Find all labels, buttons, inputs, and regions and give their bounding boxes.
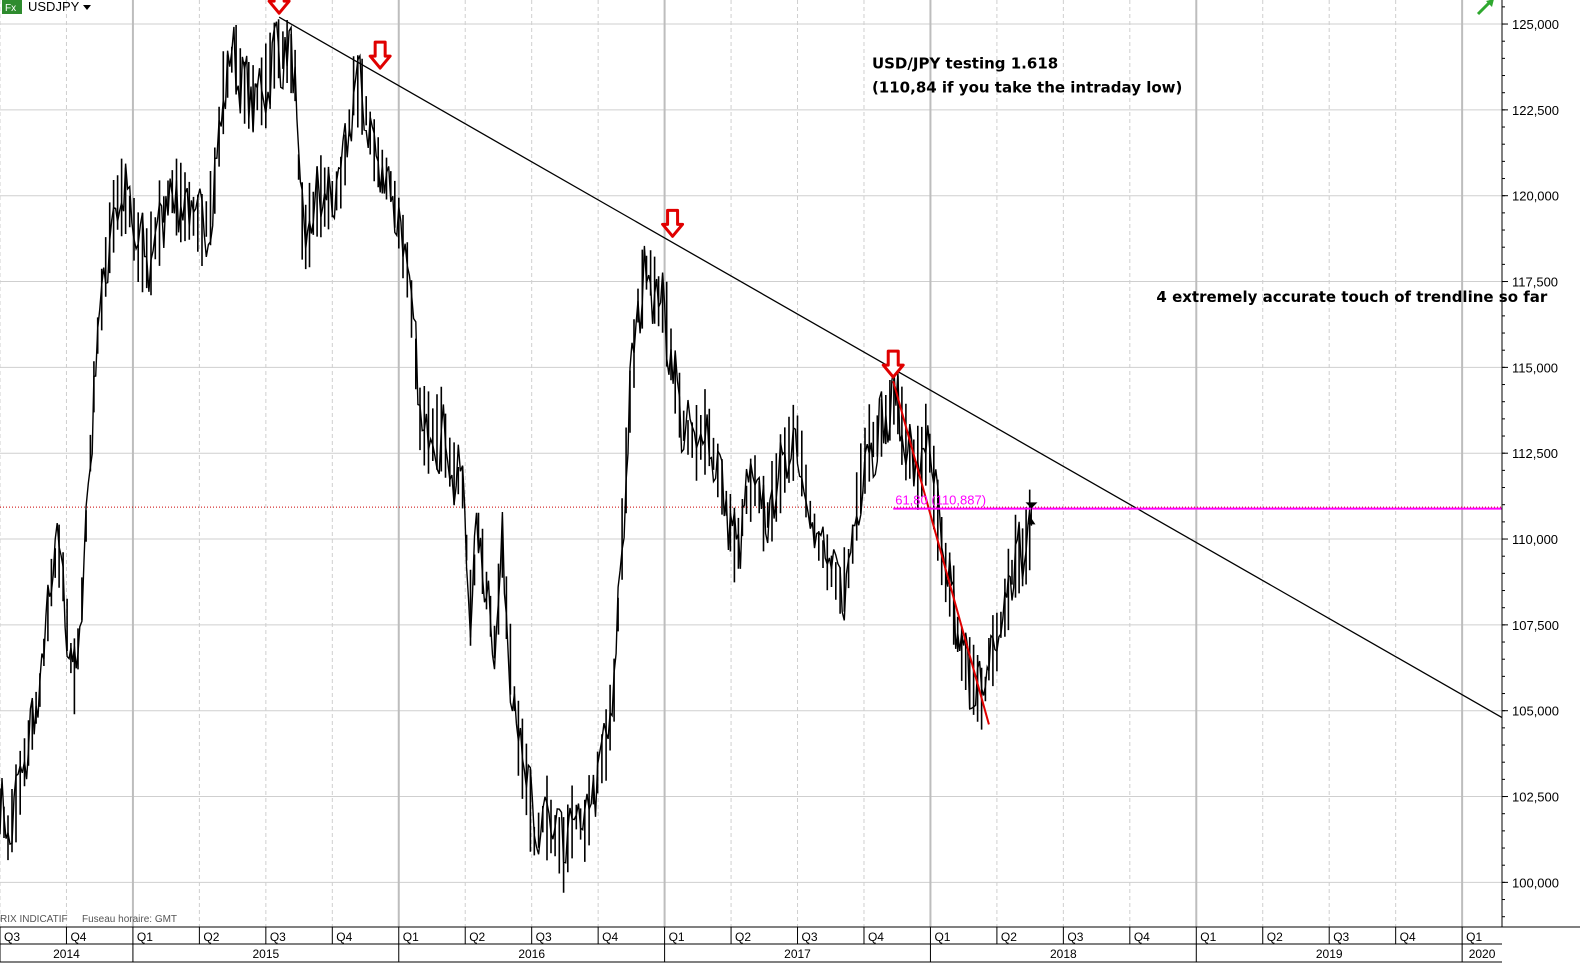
quarter-label: Q4 — [1134, 930, 1150, 944]
year-label: 2017 — [784, 947, 811, 961]
annotation-text: (110,84 if you take the intraday low) — [872, 79, 1182, 97]
quarter-label: Q1 — [934, 930, 950, 944]
x-axis-band — [0, 927, 1580, 970]
quarter-label: Q3 — [802, 930, 818, 944]
last-value-top-marker — [1025, 502, 1038, 509]
symbol-header[interactable]: Fx USDJPY — [2, 0, 91, 14]
y-tick-label: 112,500 — [1512, 446, 1558, 461]
quarter-label: Q4 — [336, 930, 352, 944]
down-arrow-shape — [881, 349, 905, 379]
quarter-label: Q2 — [469, 930, 485, 944]
symbol-label[interactable]: USDJPY — [28, 0, 80, 14]
y-tick-label: 102,500 — [1512, 790, 1559, 805]
fx-badge — [2, 0, 22, 14]
quarter-label: Q4 — [70, 930, 86, 944]
quarter-label: Q3 — [1333, 930, 1349, 944]
annotation-text: 4 extremely accurate touch of trendline … — [1156, 288, 1547, 306]
y-tick-label: 107,500 — [1512, 618, 1559, 633]
year-label: 2014 — [53, 947, 80, 961]
down-arrow-shape — [368, 40, 392, 70]
quarter-label: Q4 — [1400, 930, 1416, 944]
y-tick-label: 122,500 — [1512, 103, 1559, 118]
y-tick-label: 125,000 — [1512, 17, 1559, 32]
down-arrow-icon — [368, 40, 392, 70]
annotation-text: USD/JPY testing 1.618 — [872, 55, 1058, 73]
quarter-label: Q3 — [270, 930, 286, 944]
year-label: 2019 — [1316, 947, 1343, 961]
caret-down-icon[interactable] — [83, 5, 91, 10]
plot-area — [0, 19, 1502, 893]
y-tick-label: 117,500 — [1512, 275, 1558, 290]
year-label: 2018 — [1050, 947, 1077, 961]
year-label: 2015 — [252, 947, 279, 961]
quarter-label: Q4 — [868, 930, 884, 944]
last-value-bottom-marker — [1027, 518, 1036, 525]
down-arrow-shape — [267, 0, 291, 15]
down-arrow-shape — [661, 208, 685, 238]
quarter-label: Q1 — [1200, 930, 1216, 944]
arrow-up-right-icon[interactable] — [1476, 0, 1494, 16]
overlay: 61,80 (110,887) USD/JPY testing 1.618 (110… — [267, 0, 1548, 725]
year-label: 2016 — [518, 947, 545, 961]
quarter-label: Q1 — [669, 930, 685, 944]
quarter-label: Q1 — [137, 930, 153, 944]
fib-level-label: 61,80 (110,887) — [895, 493, 986, 508]
y-tick-label: 100,000 — [1512, 875, 1559, 890]
down-arrow-icon — [661, 208, 685, 238]
x-axis: Q3 Q4 Q1 Q2 Q3 Q4 Q1 Q2 Q3 Q4 Q1 Q2 Q3 Q4 Q1 Q2 Q3 Q4 Q1 Q2… — [0, 926, 1580, 970]
quarter-label: Q2 — [1001, 930, 1017, 944]
down-arrow-icon — [881, 349, 905, 379]
fx-badge-label: Fx — [5, 3, 16, 14]
y-tick-label: 110,000 — [1512, 532, 1558, 547]
source-note: RIX INDICATIF — [0, 914, 68, 925]
quarter-label: Q2 — [203, 930, 219, 944]
year-label: 2020 — [1469, 947, 1496, 961]
quarter-label: Q2 — [735, 930, 751, 944]
price-range-bars — [0, 19, 1031, 893]
y-tick-label: 120,000 — [1512, 189, 1559, 204]
timezone-note: Fuseau horaire: GMT — [82, 914, 177, 925]
quarter-label: Q4 — [602, 930, 618, 944]
quarter-label: Q2 — [1267, 930, 1283, 944]
y-tick-label: 105,000 — [1512, 704, 1559, 719]
quarter-label: Q3 — [1067, 930, 1083, 944]
quarter-label: Q1 — [403, 930, 419, 944]
quarter-label: Q3 — [4, 930, 20, 944]
quarter-label: Q3 — [536, 930, 552, 944]
down-arrow-icon — [267, 0, 291, 15]
y-axis: 100,000 102,500 105,000 107,500 110,000 112,5… — [1501, 0, 1559, 927]
quarter-label: Q1 — [1466, 930, 1482, 944]
y-tick-label: 115,000 — [1512, 360, 1558, 375]
red-leg-line — [892, 380, 990, 725]
